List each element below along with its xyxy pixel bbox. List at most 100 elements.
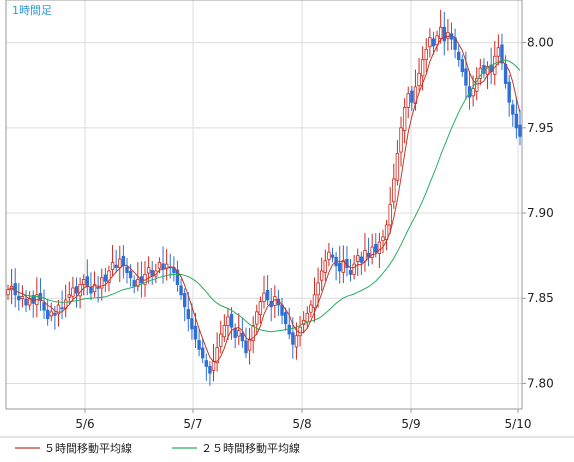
candle-body	[60, 307, 64, 310]
candle-body	[31, 295, 35, 304]
candle-body	[366, 252, 371, 258]
candle-body	[464, 68, 468, 86]
candle-body	[179, 285, 183, 296]
candle-body	[511, 104, 515, 115]
y-tick-label: 7.95	[527, 121, 554, 135]
candle-body	[363, 250, 367, 262]
candle-body	[330, 254, 335, 258]
candle-body	[204, 360, 209, 367]
candle-body	[118, 258, 122, 268]
candle-body	[186, 309, 190, 320]
candle-body	[201, 347, 205, 359]
candle-body	[100, 277, 104, 289]
candle-body	[348, 269, 353, 275]
candle-body	[482, 65, 486, 74]
candle-body	[399, 127, 403, 153]
candle-body	[341, 260, 346, 273]
candle-body	[309, 304, 313, 313]
candle-body	[164, 263, 169, 269]
y-axis-ticks: 7.80 7.85 7.90 7.95 8.00	[522, 36, 554, 390]
plot-frame	[5, 0, 523, 410]
candle-body	[49, 311, 53, 317]
candle-body	[96, 286, 100, 289]
candle-body	[85, 276, 90, 287]
candle-body	[247, 338, 252, 351]
candle-body	[370, 246, 374, 258]
candle-body	[374, 243, 378, 253]
candle-body	[211, 360, 216, 371]
candle-body	[208, 365, 212, 374]
candle-body	[359, 256, 364, 263]
candle-body	[107, 270, 111, 283]
candle-body	[233, 328, 237, 338]
candle-body	[294, 335, 299, 348]
candle-body	[327, 251, 331, 260]
legend: ５時間移動平均線 ２５時間移動平均線	[15, 441, 300, 455]
candle-body	[356, 255, 360, 262]
candle-body	[27, 297, 32, 306]
candle-body	[255, 311, 259, 325]
candle-body	[435, 35, 439, 46]
candle-body	[132, 280, 136, 287]
candle-body	[312, 294, 317, 309]
candle-body	[215, 347, 219, 364]
candle-body	[136, 279, 140, 287]
candle-body	[6, 289, 10, 296]
candle-body	[291, 332, 295, 345]
candle-body	[24, 298, 28, 306]
candle-body	[518, 124, 522, 137]
candle-body	[190, 318, 194, 330]
candle-body	[431, 38, 436, 47]
candle-body	[298, 326, 302, 337]
candle-body	[20, 296, 25, 299]
candle-body	[446, 31, 450, 39]
candle-body	[53, 312, 57, 316]
candle-body	[146, 267, 151, 274]
candle-body	[92, 284, 97, 293]
y-tick-label: 7.85	[527, 291, 554, 305]
x-tick-label: 5/7	[183, 417, 202, 431]
candle-body	[283, 312, 288, 325]
candle-body	[219, 333, 223, 347]
candle-body	[449, 33, 454, 40]
candle-body	[121, 255, 126, 267]
candle-body	[42, 302, 46, 311]
candle-body	[417, 72, 421, 86]
candle-body	[45, 309, 50, 320]
candle-body	[316, 282, 320, 296]
candle-body	[262, 292, 266, 303]
candle-body	[338, 262, 342, 272]
candle-body	[103, 274, 108, 282]
y-tick-label: 8.00	[527, 36, 554, 50]
candle-body	[222, 325, 227, 338]
y-tick-label: 7.90	[527, 206, 554, 220]
candle-body	[67, 294, 71, 298]
candle-body	[471, 88, 475, 97]
candle-body	[114, 264, 118, 268]
ma5-line	[7, 34, 521, 363]
candle-body	[258, 301, 263, 315]
candle-body	[226, 316, 230, 326]
candle-body	[71, 287, 75, 297]
x-tick-label: 5/10	[505, 417, 532, 431]
candle-body	[237, 330, 241, 337]
candle-body	[442, 26, 446, 42]
candle-body	[493, 55, 497, 75]
candle-body	[420, 59, 425, 77]
candle-body	[323, 260, 327, 273]
candle-body	[161, 263, 165, 270]
candle-body	[301, 319, 306, 325]
candle-body	[265, 289, 270, 301]
candle-body	[125, 266, 129, 274]
candle-body	[457, 51, 461, 61]
x-tick-label: 5/6	[75, 417, 94, 431]
candle-body	[500, 44, 504, 64]
candle-body	[251, 325, 255, 341]
candle-body	[424, 49, 428, 61]
legend-ma5-label: ５時間移動平均線	[44, 441, 132, 455]
candle-body	[377, 241, 382, 254]
candle-body	[128, 270, 133, 279]
candle-body	[89, 287, 93, 294]
